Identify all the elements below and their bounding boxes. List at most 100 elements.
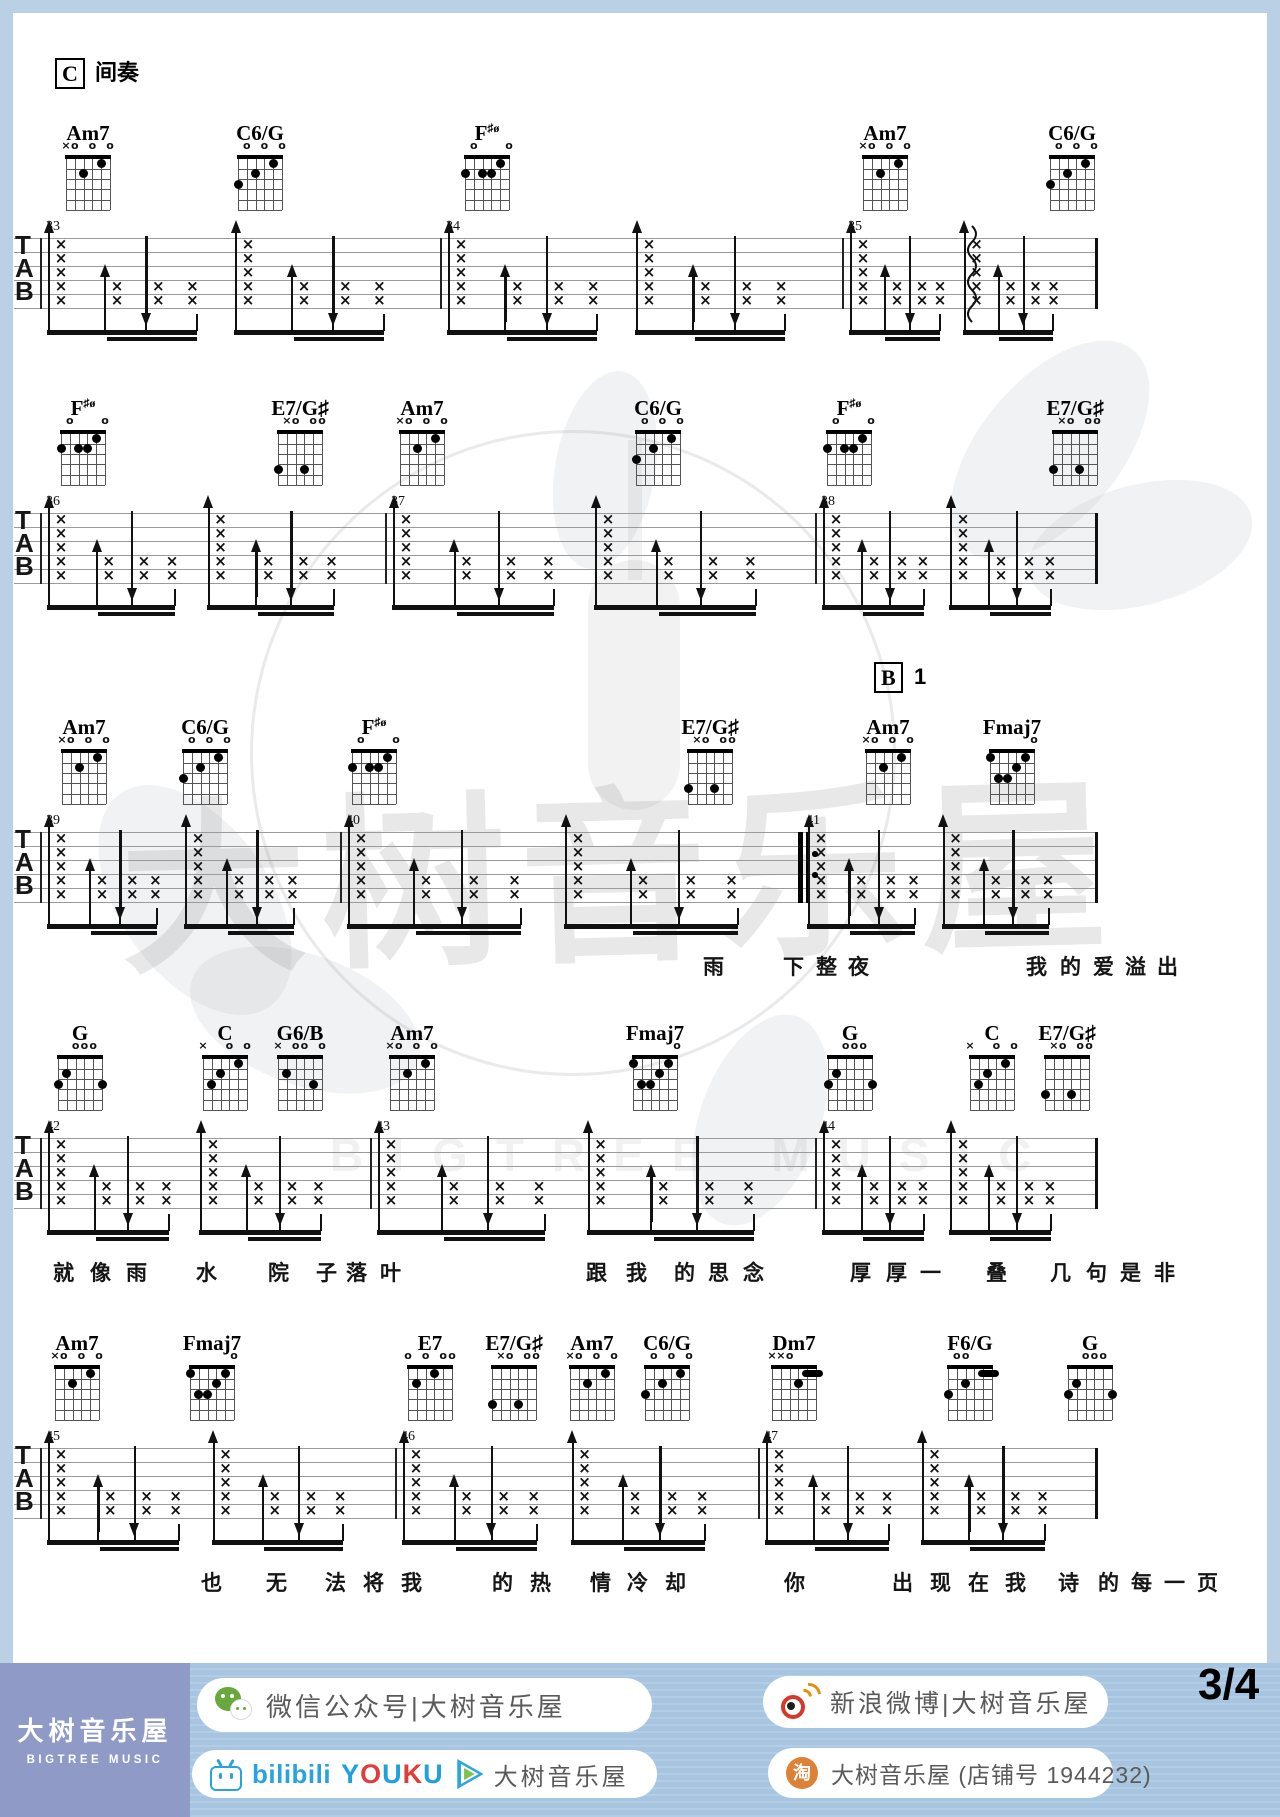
chord-string-line [889, 158, 891, 210]
strum-x: × [814, 857, 828, 875]
strum-x: × [916, 1177, 930, 1195]
chord-dot [74, 444, 84, 454]
chord-nut [947, 1365, 993, 1369]
strum-x: × [1043, 1191, 1057, 1209]
beam-stem [784, 314, 787, 331]
chord-dot [1072, 1379, 1082, 1389]
chord-name: E7/G♯ [271, 396, 329, 420]
chord-dot [62, 1069, 72, 1079]
chord-string-line [1103, 1368, 1105, 1420]
strum-up-arrowhead [938, 814, 949, 827]
lyric-char: 出 [892, 1572, 913, 1595]
chord-name: Am7 [66, 121, 110, 145]
strum-x: × [169, 1487, 182, 1505]
section-text: 1 [914, 664, 927, 689]
beam-stem [195, 314, 198, 331]
strum-down-arrowhead [692, 1213, 703, 1226]
strum-x: × [1043, 1177, 1057, 1195]
strum-x: × [219, 1459, 232, 1477]
chord-dot [1063, 169, 1073, 179]
chord-dot [420, 1059, 430, 1069]
strum-up-arrowhead [761, 1430, 772, 1443]
lyric-char: 法 [325, 1572, 346, 1595]
chord-string-line [500, 1368, 502, 1420]
chord-fret-line [62, 762, 106, 764]
beam-stem [552, 589, 555, 606]
chord-fret-line [948, 1409, 992, 1411]
beam [392, 605, 554, 610]
chord-fret-line [278, 1099, 322, 1101]
strum-down-arrow [486, 1136, 490, 1215]
chord-fret-line [400, 485, 444, 486]
strum-x: × [133, 1177, 147, 1195]
arpeggio-squiggle [964, 224, 980, 324]
chord-string-line [880, 158, 882, 210]
strum-x: × [511, 277, 524, 295]
chord-string-line [596, 1368, 598, 1420]
chord-dot [91, 434, 101, 444]
strum-x: × [994, 552, 1008, 570]
chord-dot [1020, 753, 1030, 763]
strum-x: × [636, 885, 650, 903]
chord-string-line [1094, 158, 1095, 210]
chord-fret-line [633, 1068, 677, 1070]
strum-down-arrowhead [126, 588, 137, 601]
beam-stem [89, 908, 92, 925]
strum-x: × [304, 1501, 318, 1519]
chord-fret-line [390, 1079, 434, 1081]
beam-stem [861, 1214, 864, 1231]
chord-marker: o [676, 414, 684, 427]
chord-dot [97, 1079, 107, 1089]
strum-x: × [297, 552, 310, 570]
chord-fret-line [827, 485, 871, 486]
strum-up-arrow [235, 231, 238, 322]
chord-fret-line [352, 773, 396, 775]
staff-line [14, 832, 1097, 833]
chord-marker: o [470, 139, 478, 152]
chord-dot [983, 1069, 993, 1079]
lyric-char: 雨 [126, 1262, 147, 1285]
strum-x: × [206, 1177, 220, 1195]
chord-dot [1074, 465, 1084, 475]
chord-marker: o [832, 414, 840, 427]
beam-stem [453, 1524, 456, 1541]
chord-fret-line [61, 474, 105, 476]
chord-fret-line [970, 1089, 1014, 1091]
strum-x: × [54, 1163, 68, 1181]
strum-up-arrowhead [844, 858, 855, 871]
chord-fret-line [492, 1378, 536, 1380]
strum-x: × [1047, 291, 1060, 309]
strum-up-arrow [963, 231, 966, 322]
strum-x: × [104, 1487, 117, 1505]
chord-name: F♯ø [70, 396, 96, 420]
strum-x: × [497, 1487, 510, 1505]
chord-string-line [72, 1368, 74, 1420]
strum-x: × [160, 1191, 173, 1209]
strum-x: × [191, 885, 205, 903]
strum-x: × [970, 263, 983, 281]
strum-x: × [819, 1487, 832, 1505]
strum-x: × [657, 1191, 670, 1209]
chord-marker: o [357, 733, 365, 746]
strum-x: × [447, 1177, 461, 1195]
beam [885, 336, 940, 341]
chord-string-line [491, 158, 493, 210]
chord-nut [237, 155, 283, 159]
strum-x: × [895, 1191, 909, 1209]
chord-fret-line [203, 1068, 247, 1070]
chord-marker: o [1076, 1039, 1084, 1052]
strum-down-arrowhead [842, 1523, 853, 1536]
beam-stem [291, 314, 294, 331]
chord-string-line [465, 158, 466, 210]
lyric-char: 现 [930, 1572, 951, 1595]
strum-x: × [532, 1191, 546, 1209]
chord-string-line [473, 158, 475, 210]
beam-stem [378, 1214, 380, 1231]
lyric-char: 无 [266, 1572, 287, 1595]
strum-x: × [703, 1177, 716, 1195]
chord-dot [216, 1069, 226, 1079]
beam-stem [997, 314, 1000, 331]
strum-up-arrowhead [688, 264, 699, 277]
chord-dot [893, 159, 903, 169]
lyric-char: 在 [968, 1572, 989, 1595]
